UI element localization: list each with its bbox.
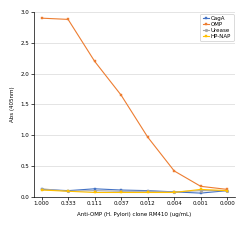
OMP — [67, 18, 70, 21]
Line: HP-NAP: HP-NAP — [40, 188, 229, 194]
Y-axis label: Abs (405nm): Abs (405nm) — [10, 87, 15, 122]
Urease — [67, 190, 70, 193]
Urease — [40, 187, 43, 190]
Urease — [120, 190, 123, 193]
Legend: CagA, OMP, Urease, HP-NAP: CagA, OMP, Urease, HP-NAP — [200, 14, 234, 42]
OMP — [173, 169, 176, 172]
CagA — [93, 187, 96, 190]
Line: Urease: Urease — [40, 187, 229, 193]
Line: CagA: CagA — [40, 187, 229, 194]
OMP — [93, 60, 96, 63]
OMP — [146, 136, 149, 138]
OMP — [120, 94, 123, 97]
Urease — [199, 189, 202, 192]
CagA — [146, 189, 149, 192]
OMP — [226, 188, 229, 191]
HP-NAP — [146, 191, 149, 194]
X-axis label: Anti-OMP (H. Pylori) clone RM410 (ug/mL): Anti-OMP (H. Pylori) clone RM410 (ug/mL) — [77, 211, 192, 216]
HP-NAP — [199, 188, 202, 191]
Urease — [146, 190, 149, 193]
CagA — [226, 189, 229, 192]
HP-NAP — [226, 189, 229, 192]
HP-NAP — [40, 189, 43, 192]
HP-NAP — [173, 191, 176, 194]
OMP — [199, 185, 202, 188]
Urease — [173, 190, 176, 193]
CagA — [199, 192, 202, 195]
Urease — [226, 189, 229, 192]
HP-NAP — [93, 191, 96, 194]
Line: OMP: OMP — [40, 17, 229, 191]
CagA — [173, 190, 176, 193]
Urease — [93, 189, 96, 192]
HP-NAP — [120, 191, 123, 194]
HP-NAP — [67, 190, 70, 193]
CagA — [40, 188, 43, 191]
CagA — [120, 189, 123, 192]
OMP — [40, 17, 43, 20]
CagA — [67, 189, 70, 192]
